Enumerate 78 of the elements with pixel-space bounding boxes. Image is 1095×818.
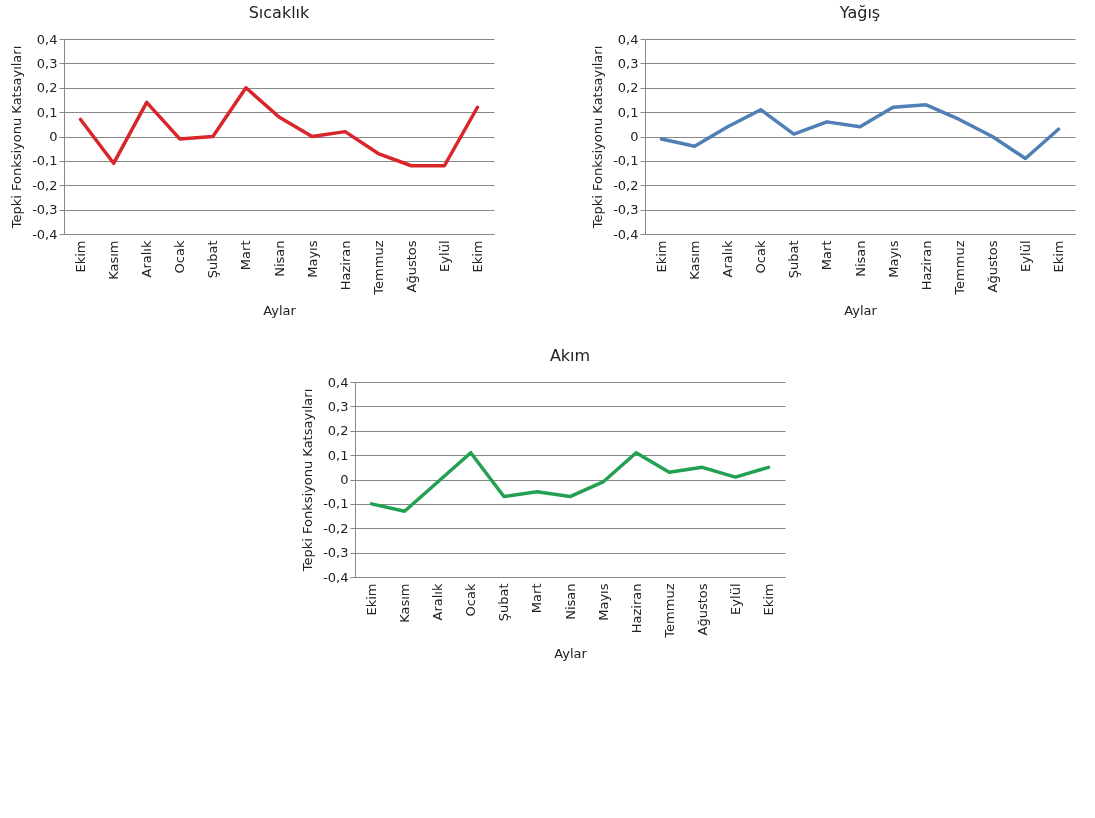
line-series xyxy=(78,86,480,168)
y-tick-label: 0,4 xyxy=(617,31,639,47)
line-series xyxy=(659,103,1061,161)
y-tick-label: -0,2 xyxy=(613,177,639,193)
x-axis-title: Aylar xyxy=(844,302,878,318)
y-axis-title: Tepki Fonksiyonu Katsayıları xyxy=(590,45,606,230)
x-tick-label: Eylül xyxy=(727,583,743,615)
x-tick-label: Haziran xyxy=(628,583,644,634)
x-tick-label: Ocak xyxy=(753,240,769,274)
y-tick-label: -0,1 xyxy=(32,153,58,169)
chart-title: Sıcaklık xyxy=(248,3,311,22)
x-tick-label: Haziran xyxy=(337,240,353,291)
x-tick-label: Ağustos xyxy=(984,240,1000,293)
y-tick-label: -0,4 xyxy=(322,569,348,585)
x-tick-label: Mayıs xyxy=(885,240,901,278)
x-tick-label: Kasım xyxy=(396,583,412,623)
line-series xyxy=(369,450,770,513)
x-tick-label: Ağustos xyxy=(694,583,710,636)
x-tick-label: Kasım xyxy=(106,240,122,280)
x-tick-label: Ekim xyxy=(654,240,670,273)
x-tick-label: Nisan xyxy=(271,240,287,277)
x-tick-label: Mart xyxy=(238,240,254,271)
y-tick-label: 0,4 xyxy=(327,374,348,390)
y-tick-label: -0,2 xyxy=(322,520,348,536)
x-tick-label: Mayıs xyxy=(595,583,611,621)
x-tick-label: Mart xyxy=(819,240,835,271)
x-tick-label: Aralık xyxy=(139,240,155,278)
x-tick-label: Şubat xyxy=(786,240,802,279)
x-tick-label: Ocak xyxy=(462,583,478,617)
y-tick-label: 0,2 xyxy=(617,80,639,96)
x-tick-label: Ağustos xyxy=(403,240,419,293)
x-axis-title: Aylar xyxy=(263,302,297,318)
x-tick-label: Eylül xyxy=(1017,240,1033,272)
x-tick-label: Nisan xyxy=(562,583,577,620)
y-axis-title: Tepki Fonksiyonu Katsayıları xyxy=(299,388,315,573)
y-tick-label: -0,3 xyxy=(613,202,639,218)
y-tick-label: 0,3 xyxy=(36,55,58,71)
x-tick-label: Mayıs xyxy=(304,240,320,278)
x-tick-label: Ocak xyxy=(172,240,188,274)
x-tick-label: Kasım xyxy=(687,240,703,280)
x-tick-label: Temmuz xyxy=(951,240,967,296)
y-tick-label: 0 xyxy=(339,472,348,487)
y-tick-label: -0,1 xyxy=(322,496,348,512)
x-tick-label: Aralık xyxy=(429,583,445,621)
chart-title: Yağış xyxy=(838,3,881,22)
x-tick-label: Mart xyxy=(528,583,544,614)
y-tick-label: 0,2 xyxy=(327,423,348,439)
x-tick-label: Temmuz xyxy=(661,583,677,639)
x-tick-label: Nisan xyxy=(852,240,868,277)
y-tick-label: 0 xyxy=(49,129,58,144)
x-tick-label: Haziran xyxy=(918,240,934,291)
x-tick-label: Ekim xyxy=(73,240,89,273)
x-tick-label: Ekim xyxy=(760,583,776,616)
x-tick-label: Aralık xyxy=(720,240,736,278)
y-tick-label: -0,3 xyxy=(32,202,58,218)
y-tick-label: -0,2 xyxy=(32,177,58,193)
y-tick-label: 0,3 xyxy=(327,398,348,414)
x-tick-label: Ekim xyxy=(363,583,379,616)
x-tick-label: Temmuz xyxy=(370,240,386,296)
x-axis-title: Aylar xyxy=(553,645,587,661)
y-tick-label: 0,1 xyxy=(327,447,348,463)
chart-title: Akım xyxy=(549,346,590,365)
y-tick-label: 0,3 xyxy=(617,55,639,71)
y-tick-label: 0,4 xyxy=(36,31,58,47)
y-tick-label: 0 xyxy=(630,129,639,144)
y-axis-title: Tepki Fonksiyonu Katsayıları xyxy=(9,45,25,230)
y-tick-label: -0,1 xyxy=(613,153,639,169)
x-tick-label: Ekim xyxy=(469,240,485,273)
y-tick-label: 0,2 xyxy=(36,80,58,96)
y-tick-label: -0,4 xyxy=(32,226,58,242)
x-tick-label: Şubat xyxy=(495,583,511,622)
x-tick-label: Eylül xyxy=(436,240,452,272)
x-tick-label: Ekim xyxy=(1050,240,1066,273)
y-tick-label: -0,3 xyxy=(322,545,348,561)
y-tick-label: 0,1 xyxy=(617,104,639,120)
y-tick-label: 0,1 xyxy=(36,104,58,120)
y-tick-label: -0,4 xyxy=(613,226,639,242)
x-tick-label: Şubat xyxy=(205,240,221,279)
